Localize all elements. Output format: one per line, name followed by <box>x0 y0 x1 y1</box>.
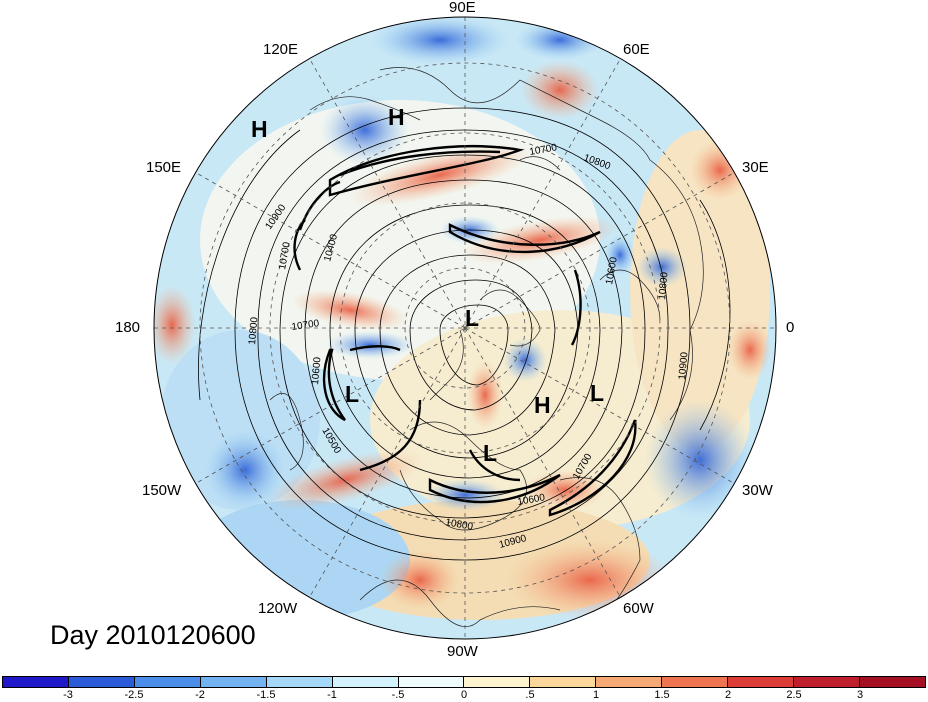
lon-label-120w: 120W <box>258 600 298 617</box>
colorbar-tick-label: -2 <box>195 689 205 701</box>
contour-label: 10600 <box>310 356 323 385</box>
contour-label: 10700 <box>291 318 321 333</box>
colorbar-box <box>200 677 267 687</box>
colorbar-tick-label: -1 <box>327 689 337 701</box>
colorbar-tick-label: -.5 <box>391 689 405 701</box>
lon-label-90e: 90E <box>449 0 476 16</box>
contour-label: 10700 <box>277 241 293 271</box>
low-pressure-marker: L <box>345 381 360 407</box>
lon-label-180: 180 <box>115 319 141 336</box>
graticule <box>154 17 776 639</box>
contour-label: 10600 <box>517 492 547 508</box>
colorbar-box <box>3 677 69 687</box>
map-border <box>153 16 777 640</box>
colorbar-tick-label: 2 <box>724 689 732 701</box>
colorbar-box <box>332 677 399 687</box>
colorbar-box <box>662 677 729 687</box>
colorbar-tick-label: -3 <box>63 689 73 701</box>
colorbar-box <box>728 677 795 687</box>
high-pressure-marker: H <box>251 116 268 142</box>
colorbar-box <box>859 677 925 687</box>
colorbar-box <box>464 677 531 687</box>
colorbar <box>2 676 926 688</box>
colorbar-tick-label: 0 <box>460 689 468 701</box>
colorbar-tick-label: 3 <box>856 689 864 701</box>
colorbar-tick-label: -1.5 <box>256 689 276 701</box>
contour-label: 10700 <box>529 142 559 158</box>
contour-label: 10800 <box>247 316 260 345</box>
colorbar-box <box>596 677 663 687</box>
colorbar-box <box>134 677 201 687</box>
contour-label: 10800 <box>444 517 474 533</box>
low-pressure-marker: L <box>465 305 480 331</box>
colorbar-tick-label: 1.5 <box>654 689 670 701</box>
date-title: Day 2010120600 <box>50 620 256 650</box>
lon-label-150e: 150E <box>146 159 182 176</box>
contour-label: 10800 <box>657 271 670 300</box>
lon-label-30e: 30E <box>742 159 769 176</box>
colorbar-box <box>398 677 465 687</box>
colorbar-tick-label: 2.5 <box>786 689 802 701</box>
contour-label: 10600 <box>604 256 620 286</box>
high-pressure-marker: H <box>534 392 551 418</box>
colorbar-tick-label: -2.5 <box>124 689 144 701</box>
colorbar-box <box>530 677 597 687</box>
lon-label-30w: 30W <box>742 482 773 499</box>
coastlines <box>269 67 704 628</box>
colorbar-tick-label: .5 <box>525 689 535 701</box>
colorbar-box <box>794 677 860 687</box>
lon-label-60w: 60W <box>623 600 654 617</box>
lon-label-150w: 150W <box>142 482 182 499</box>
lon-label-90w: 90W <box>447 643 478 660</box>
colorbar-box <box>68 677 135 687</box>
contour-label: 10900 <box>677 351 690 380</box>
colorbar-tick-label: 1 <box>592 689 600 701</box>
low-pressure-marker: L <box>483 440 498 466</box>
high-pressure-marker: H <box>388 104 405 130</box>
lon-label-120e: 120E <box>263 41 299 58</box>
low-pressure-marker: L <box>590 380 605 406</box>
colorbar-box <box>266 677 333 687</box>
lon-label-60e: 60E <box>623 41 650 58</box>
height-contours <box>198 107 731 561</box>
jet-contours <box>293 145 637 517</box>
lon-label-0: 0 <box>786 319 795 336</box>
